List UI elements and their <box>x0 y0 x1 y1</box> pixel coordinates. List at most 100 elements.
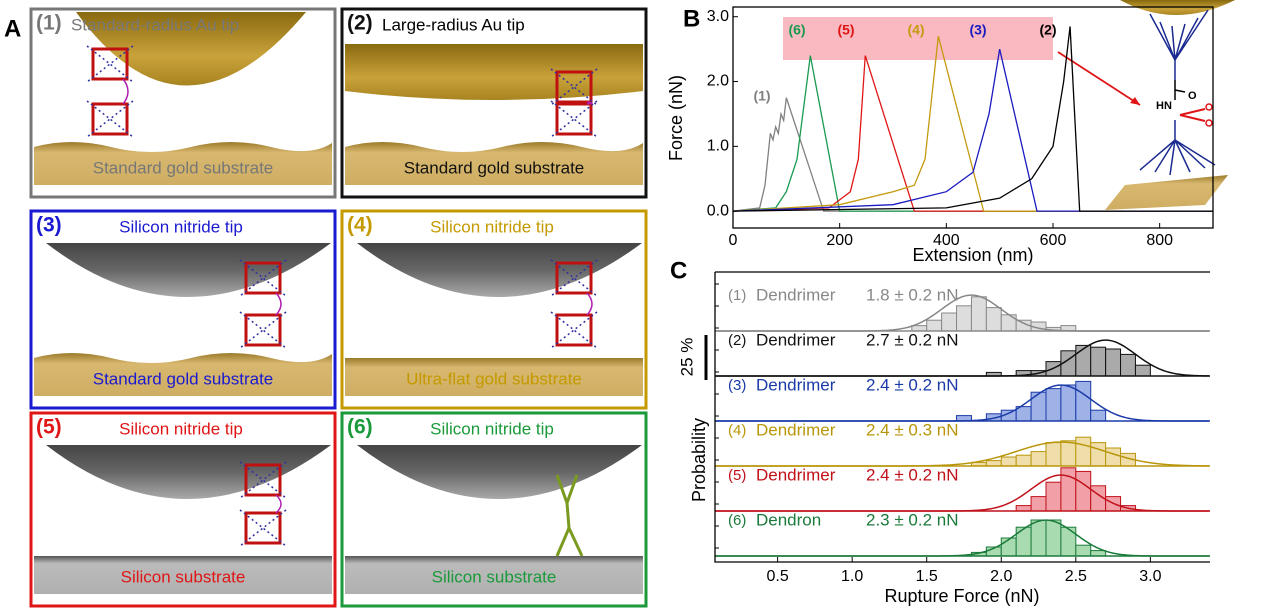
x-tick-label: 2.5 <box>1065 568 1087 585</box>
scheme-box: (6) Silicon nitride tip Silicon substrate <box>340 411 648 608</box>
linker <box>586 101 593 105</box>
histogram-bar <box>1030 391 1047 422</box>
sin-tip <box>46 243 331 297</box>
sin-tip <box>46 445 331 499</box>
histogram-bar <box>1060 526 1077 557</box>
panel-label: B <box>683 5 700 32</box>
dendrimer <box>244 463 282 497</box>
y-tick-label: 2.0 <box>707 73 729 90</box>
row-value: 1.8 ± 0.2 nN <box>866 285 959 304</box>
highlight-band <box>783 17 1053 60</box>
substrate-label: Silicon substrate <box>121 567 246 586</box>
curve-label: (6) <box>788 22 805 38</box>
panel-label: C <box>670 257 687 284</box>
dendrimer <box>555 261 593 295</box>
histogram-bar <box>1030 519 1047 557</box>
x-tick-label: 0.5 <box>766 568 788 585</box>
row-number: (4) <box>728 422 746 439</box>
substrate-label: Standard gold substrate <box>93 369 274 388</box>
histogram-bar <box>1075 436 1092 467</box>
tip-label: Silicon nitride tip <box>119 419 243 438</box>
row-number: (2) <box>728 332 746 349</box>
inset-illustration: O HN <box>1057 0 1235 210</box>
histogram-bar <box>1075 380 1092 422</box>
row-name: Dendrimer <box>756 375 836 394</box>
x-tick-label: 600 <box>1040 232 1067 249</box>
x-tick-label: 0 <box>729 232 738 249</box>
sin-tip <box>357 445 642 499</box>
tip-label: Silicon nitride tip <box>119 217 243 236</box>
panel-label: A <box>4 15 21 42</box>
force-curve <box>732 26 1213 212</box>
histogram-bar <box>1000 537 1017 557</box>
row-name: Dendrimer <box>756 285 836 304</box>
row-value: 2.4 ± 0.3 nN <box>866 420 959 439</box>
scheme-box: (2) Large-radius Au tip Standard gold subs… <box>340 7 648 199</box>
x-tick-label: 1.5 <box>916 568 938 585</box>
substrate-label: Silicon substrate <box>432 567 557 586</box>
dendrimer <box>555 313 593 347</box>
substrate <box>34 142 332 185</box>
x-tick-label: 800 <box>1146 232 1173 249</box>
histogram-bar <box>1030 496 1047 512</box>
tip-label: Large-radius Au tip <box>382 15 525 34</box>
substrate <box>345 556 643 594</box>
row-number: (6) <box>728 512 746 529</box>
dendrimer <box>91 47 129 81</box>
scale-bar-label: 25 % <box>677 338 696 377</box>
substrate <box>34 353 332 396</box>
scheme-box: (4) Silicon nitride tip Ultra-flat gold su… <box>340 209 648 410</box>
row-name: Dendrimer <box>756 420 836 439</box>
x-tick-label: 1.0 <box>841 568 863 585</box>
linker <box>275 292 282 316</box>
substrate-label: Standard gold substrate <box>93 158 274 177</box>
linker <box>122 78 129 105</box>
histogram-bar <box>1015 505 1032 512</box>
histogram-bar <box>1075 470 1092 512</box>
dendrimer <box>91 102 129 136</box>
histogram-bar <box>1045 442 1062 467</box>
y-axis-label: Force (nN) <box>666 75 686 161</box>
inset-atom: O <box>1188 90 1197 102</box>
histogram-bar <box>1134 364 1151 377</box>
histogram-bar <box>1045 388 1062 422</box>
dendrimer <box>555 102 593 136</box>
histogram-bar <box>970 296 987 332</box>
substrate-label: Standard gold substrate <box>404 158 585 177</box>
dendrimer <box>555 70 593 104</box>
histogram-bar <box>1075 544 1092 557</box>
histogram-bar <box>926 319 943 332</box>
box-number: (1) <box>36 12 62 35</box>
row-value: 2.4 ± 0.2 nN <box>866 375 959 394</box>
x-tick-label: 400 <box>933 232 960 249</box>
histogram-bar <box>1015 454 1032 467</box>
histogram-bar <box>1090 346 1107 377</box>
histogram-bar <box>1105 447 1122 467</box>
dendrimer-arms <box>86 45 134 83</box>
histogram-bar <box>1015 526 1032 557</box>
histogram-bar <box>1105 348 1122 377</box>
scheme-box: (5) Silicon nitride tip Silicon substrate <box>29 411 337 608</box>
curve-label: (4) <box>907 22 924 38</box>
box-number: (3) <box>36 214 62 237</box>
force-curve <box>732 48 1213 212</box>
x-tick-label: 2.0 <box>990 568 1012 585</box>
histogram-bar <box>1090 409 1107 422</box>
histogram-bar <box>956 305 972 332</box>
x-tick-label: 3.0 <box>1139 568 1161 585</box>
tip-label: Silicon nitride tip <box>430 419 554 438</box>
y-tick-label: 3.0 <box>707 8 729 25</box>
dendrimer <box>244 313 282 347</box>
y-tick-label: 0.0 <box>707 202 729 219</box>
histogram-bar <box>1030 451 1047 467</box>
histogram-bar <box>1075 344 1092 377</box>
scheme-box: (1) Standard-radius Au tip Standard gold s… <box>29 7 337 199</box>
histogram-bar <box>1060 440 1077 467</box>
box-number: (2) <box>347 12 373 35</box>
histogram-bar <box>1045 481 1062 512</box>
substrate-label: Ultra-flat gold substrate <box>406 369 582 388</box>
histogram-bar <box>941 312 958 332</box>
dendrimer-arms <box>86 100 134 138</box>
force-curve <box>732 97 1213 212</box>
